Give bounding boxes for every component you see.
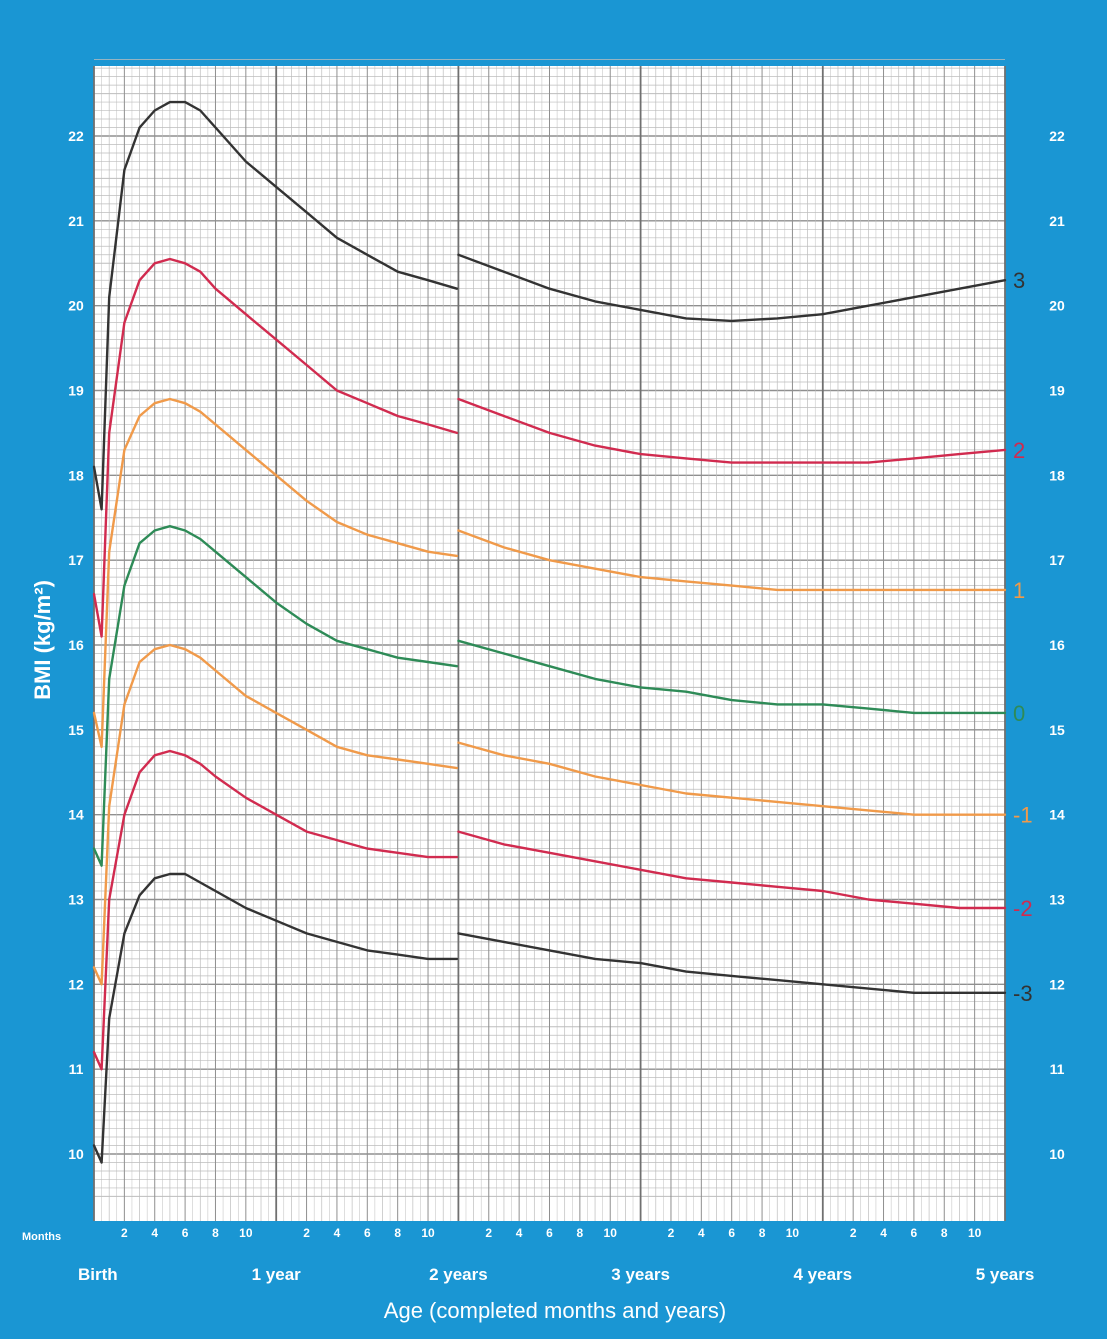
y-tick-label-left: 21	[68, 213, 84, 229]
y-tick-label-left: 13	[68, 892, 84, 908]
y-tick-label-right: 22	[1049, 128, 1065, 144]
y-tick-label-right: 21	[1049, 213, 1065, 229]
y-axis-title: BMI (kg/m²)	[30, 580, 55, 700]
year-tick-label: 1 year	[252, 1265, 302, 1284]
series-line-2-segment-1	[92, 257, 459, 638]
series-label: -1	[1013, 803, 1033, 828]
y-tick-label-left: 14	[68, 807, 84, 823]
y-tick-label-left: 18	[68, 467, 84, 483]
y-tick-label-right: 16	[1049, 637, 1065, 653]
y-tick-label-right: 10	[1049, 1146, 1065, 1162]
month-tick-label: 10	[239, 1226, 253, 1240]
month-tick-label: 10	[786, 1226, 800, 1240]
month-tick-label: 4	[151, 1226, 158, 1240]
grid	[93, 59, 1006, 1221]
y-tick-label-right: 19	[1049, 383, 1065, 399]
series-label: 1	[1013, 578, 1025, 603]
month-tick-label: 6	[911, 1226, 918, 1240]
months-label: Months	[22, 1231, 61, 1243]
month-tick-label: 8	[394, 1226, 401, 1240]
month-tick-label: 2	[850, 1226, 857, 1240]
month-tick-label: 6	[546, 1226, 553, 1240]
y-tick-label-left: 10	[68, 1146, 84, 1162]
series-line--3-segment-1	[92, 872, 459, 1164]
month-tick-label: 10	[968, 1226, 982, 1240]
month-tick-label: 8	[212, 1226, 219, 1240]
series-line-0-segment-1	[92, 525, 459, 867]
y-tick-label-left: 12	[68, 976, 84, 992]
series-line-3-segment-1	[92, 100, 459, 511]
year-tick-label: 4 years	[793, 1265, 852, 1284]
y-tick-label-right: 20	[1049, 298, 1065, 314]
y-tick-label-right: 15	[1049, 722, 1065, 738]
series-line-1-segment-1	[92, 397, 459, 748]
y-tick-label-right: 17	[1049, 552, 1065, 568]
series-line--3-segment-2	[457, 932, 1007, 994]
month-tick-label: 6	[364, 1226, 371, 1240]
month-tick-label: 4	[698, 1226, 705, 1240]
series-line-1-segment-2	[457, 529, 1007, 592]
y-tick-label-left: 15	[68, 722, 84, 738]
y-tick-label-right: 11	[1050, 1061, 1065, 1077]
year-tick-label: 5 years	[976, 1265, 1035, 1284]
month-tick-label: 2	[303, 1226, 310, 1240]
series-line--2-segment-2	[457, 830, 1007, 910]
series-label: -3	[1013, 981, 1033, 1006]
y-tick-label-right: 13	[1049, 892, 1065, 908]
y-tick-label-left: 17	[68, 552, 84, 568]
y-tick-label-left: 11	[69, 1061, 84, 1077]
month-tick-label: 4	[334, 1226, 341, 1240]
y-tick-label-left: 19	[68, 383, 84, 399]
month-tick-label: 2	[121, 1226, 128, 1240]
month-tick-label: 4	[880, 1226, 887, 1240]
series-label: 3	[1013, 268, 1025, 293]
series-lines	[92, 100, 1007, 1164]
month-tick-label: 10	[421, 1226, 435, 1240]
series-line--1-segment-2	[457, 741, 1007, 816]
year-tick-label: Birth	[78, 1265, 118, 1284]
month-tick-label: 6	[728, 1226, 735, 1240]
x-axis-title: Age (completed months and years)	[384, 1298, 726, 1323]
month-tick-label: 8	[759, 1226, 766, 1240]
series-line--1-segment-1	[92, 643, 459, 986]
year-tick-label: 2 years	[429, 1265, 488, 1284]
month-tick-label: 10	[604, 1226, 618, 1240]
series-label: 2	[1013, 438, 1025, 463]
series-line-0-segment-2	[457, 639, 1007, 715]
y-tick-label-left: 20	[68, 298, 84, 314]
y-tick-label-right: 12	[1049, 976, 1065, 992]
series-line-2-segment-2	[457, 397, 1007, 464]
series-label: -2	[1013, 896, 1033, 921]
y-tick-label-right: 14	[1049, 807, 1065, 823]
series-line--2-segment-1	[92, 749, 459, 1071]
month-tick-label: 4	[516, 1226, 523, 1240]
series-label: 0	[1013, 701, 1025, 726]
month-tick-label: 6	[182, 1226, 189, 1240]
y-tick-label-left: 16	[68, 637, 84, 653]
month-tick-label: 2	[668, 1226, 675, 1240]
y-tick-label-left: 22	[68, 128, 84, 144]
series-line-3-segment-2	[457, 253, 1007, 323]
month-tick-label: 8	[941, 1226, 948, 1240]
year-tick-label: 3 years	[611, 1265, 670, 1284]
y-tick-label-right: 18	[1049, 467, 1065, 483]
month-tick-label: 2	[485, 1226, 492, 1240]
month-tick-label: 8	[577, 1226, 584, 1240]
